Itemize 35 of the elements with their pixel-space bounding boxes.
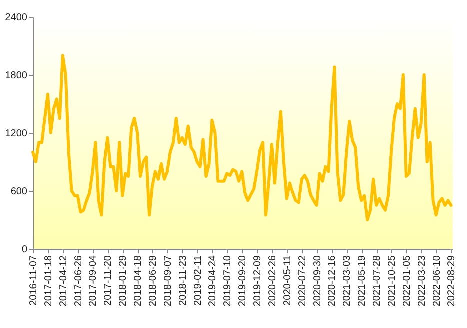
x-tick-label: 2018-04-18 xyxy=(133,255,144,307)
x-tick-label: 2022-01-05 xyxy=(402,255,413,307)
x-tick-label: 2019-07-10 xyxy=(222,255,234,307)
y-tick-label: 0 xyxy=(22,244,28,256)
x-tick-label: 2021-05-19 xyxy=(357,255,368,307)
line-series xyxy=(32,54,453,222)
x-tick-label: 2017-06-26 xyxy=(73,255,84,307)
y-tick-label: 600 xyxy=(10,186,28,198)
x-tick-label: 2019-04-24 xyxy=(208,255,219,307)
x-tick-label: 2019-02-11 xyxy=(192,255,204,306)
x-tick-label: 2018-01-29 xyxy=(118,255,130,307)
x-tick-label: 2022-06-10 xyxy=(432,255,443,307)
x-tick-label: 2016-11-07 xyxy=(28,255,40,306)
x-tick-label: 2020-02-26 xyxy=(267,255,278,307)
y-tick-label: 1800 xyxy=(5,70,28,82)
x-tick-label: 2017-04-12 xyxy=(58,255,70,307)
x-tick-label: 2021-07-28 xyxy=(372,255,384,307)
x-tick-label: 2020-05-11 xyxy=(282,255,294,306)
x-tick-label: 2017-01-18 xyxy=(43,255,54,307)
x-tick-label: 2021-03-03 xyxy=(342,255,354,307)
x-tick-label: 2017-09-04 xyxy=(88,255,100,307)
x-tick-label: 2021-10-25 xyxy=(386,255,398,307)
x-tick-label: 2018-06-29 xyxy=(148,255,159,307)
y-tick-label: 1200 xyxy=(5,128,28,140)
y-tick-label: 2400 xyxy=(5,12,28,24)
x-tick-label: 2020-09-30 xyxy=(312,255,324,307)
x-tick-label: 2022-03-23 xyxy=(416,255,428,307)
x-tick-label: 2022-08-29 xyxy=(446,255,458,307)
x-tick-label: 2018-11-23 xyxy=(178,255,189,306)
x-tick-label: 2020-12-16 xyxy=(327,255,338,307)
x-tick-label: 2019-09-20 xyxy=(238,255,249,307)
x-tick-label: 2020-07-22 xyxy=(297,255,308,307)
x-tick-label: 2019-12-09 xyxy=(252,255,264,307)
x-tick-label: 2018-09-07 xyxy=(162,255,174,307)
x-tick-label: 2017-11-20 xyxy=(103,255,114,306)
